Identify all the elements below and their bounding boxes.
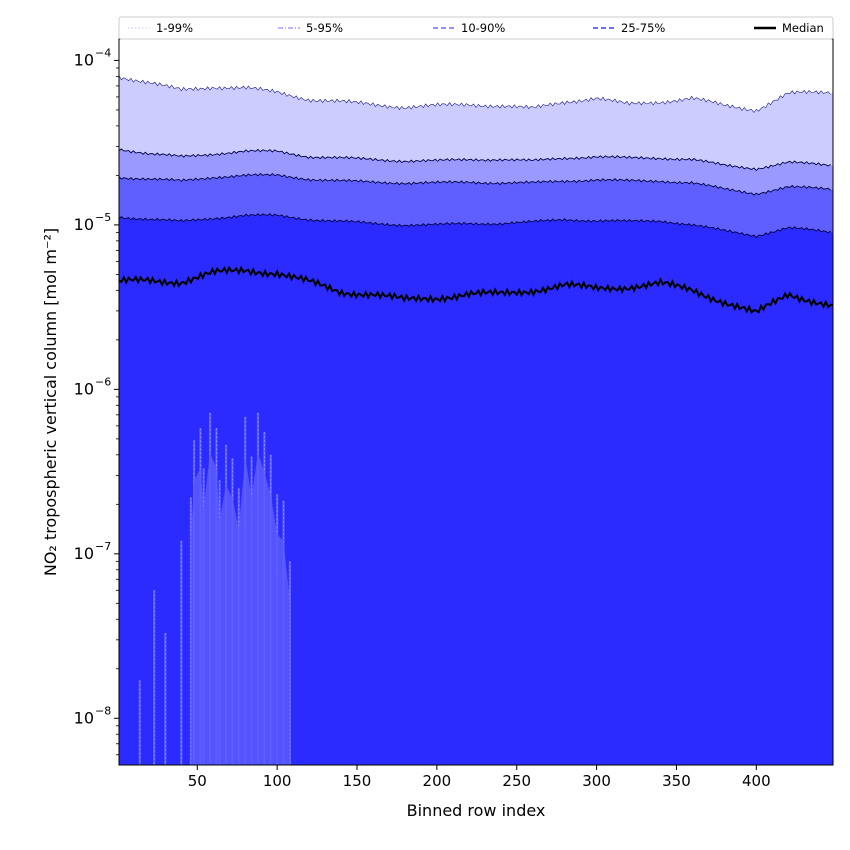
band-25-75%-area	[119, 213, 833, 765]
y-tick-label: 10	[74, 708, 94, 727]
x-tick-label: 300	[582, 772, 611, 790]
tail-spike	[153, 590, 156, 765]
y-tick-label: 10	[74, 215, 94, 234]
x-tick-label: 100	[263, 772, 292, 790]
legend-label-25-75%: 25-75%	[621, 21, 665, 35]
legend-label-Median: Median	[782, 21, 824, 35]
y-tick-label-exponent: −6	[95, 375, 111, 388]
y-tick-label-exponent: −4	[95, 46, 111, 59]
y-tick-label-exponent: −8	[95, 704, 111, 717]
legend-label-5-95%: 5-95%	[306, 21, 343, 35]
band-5-95%-edge	[119, 148, 831, 765]
legend-label-10-90%: 10-90%	[461, 21, 505, 35]
tail-spike	[138, 680, 141, 765]
lower-tail-25-75%	[138, 412, 292, 765]
plot-content	[119, 39, 833, 765]
band-25-75%-edge	[119, 213, 831, 765]
legend-frame	[118, 16, 834, 40]
y-tick-label-exponent: −5	[95, 211, 111, 224]
legend-label-1-99%: 1-99%	[156, 21, 193, 35]
y-tick-label: 10	[74, 379, 94, 398]
x-tick-label: 400	[742, 772, 771, 790]
tail-dense-fill	[190, 452, 290, 765]
x-tick-label: 350	[662, 772, 691, 790]
x-axis-label: Binned row index	[407, 801, 546, 820]
y-tick-label: 10	[74, 50, 94, 69]
y-axis-label: NO₂ tropospheric vertical column [mol m⁻…	[41, 228, 60, 576]
x-tick-label: 50	[188, 772, 207, 790]
legend: 1-99% 5-95% 10-90% 25-75% Median	[118, 16, 834, 40]
y-tick-label: 10	[74, 544, 94, 563]
band-10-90%-edge	[119, 172, 831, 765]
plot-area	[119, 39, 833, 765]
band-1-99%-edge	[119, 75, 831, 765]
median-line	[119, 265, 833, 314]
x-tick-label: 250	[502, 772, 531, 790]
x-tick-label: 150	[343, 772, 372, 790]
x-tick-label: 200	[423, 772, 452, 790]
y-tick-label-exponent: −7	[95, 540, 111, 553]
